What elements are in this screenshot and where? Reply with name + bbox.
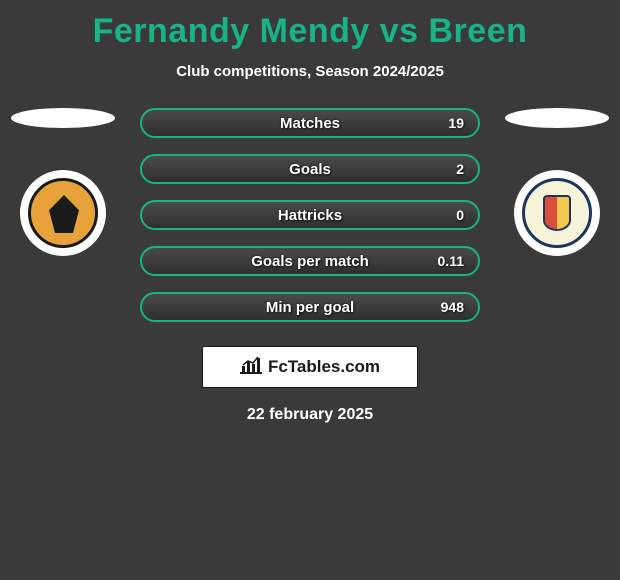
- stat-label: Matches: [280, 115, 340, 132]
- brand-box: FcTables.com: [202, 346, 418, 388]
- stat-label: Goals: [289, 161, 331, 178]
- stats-bars: Matches 19 Goals 2 Hattricks 0 Goals per…: [140, 108, 480, 338]
- subtitle: Club competitions, Season 2024/2025: [0, 63, 620, 80]
- club-badge-left-inner: [28, 178, 98, 248]
- player-silhouette-right: [505, 108, 609, 128]
- stat-value-right: 948: [441, 299, 464, 315]
- comparison-area: Matches 19 Goals 2 Hattricks 0 Goals per…: [0, 108, 620, 328]
- page-title: Fernandy Mendy vs Breen: [0, 0, 620, 51]
- club-badge-right: [514, 170, 600, 256]
- stat-value-right: 0: [456, 207, 464, 223]
- left-player-column: [8, 108, 118, 256]
- stat-value-right: 0.11: [438, 253, 464, 269]
- club-badge-left: [20, 170, 106, 256]
- stat-label: Hattricks: [278, 207, 342, 224]
- stat-value-right: 19: [448, 115, 464, 131]
- club-badge-right-shield: [543, 195, 571, 231]
- stat-bar-goals: Goals 2: [140, 154, 480, 184]
- stat-bar-goals-per-match: Goals per match 0.11: [140, 246, 480, 276]
- chart-icon: [240, 356, 262, 379]
- stat-label: Goals per match: [251, 253, 369, 270]
- brand-text: FcTables.com: [268, 357, 380, 377]
- club-badge-right-inner: [522, 178, 592, 248]
- right-player-column: [502, 108, 612, 256]
- player-silhouette-left: [11, 108, 115, 128]
- stat-value-right: 2: [456, 161, 464, 177]
- stat-bar-min-per-goal: Min per goal 948: [140, 292, 480, 322]
- stat-bar-hattricks: Hattricks 0: [140, 200, 480, 230]
- stat-label: Min per goal: [266, 299, 354, 316]
- date-text: 22 february 2025: [0, 406, 620, 424]
- stat-bar-matches: Matches 19: [140, 108, 480, 138]
